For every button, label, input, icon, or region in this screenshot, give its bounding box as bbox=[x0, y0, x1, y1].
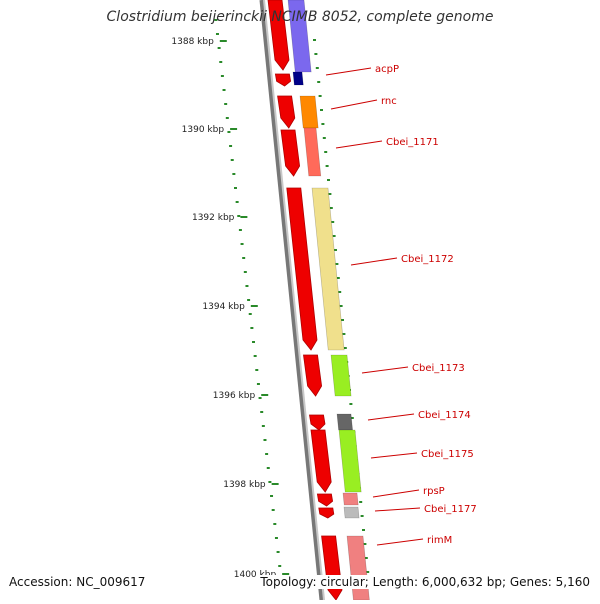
gene-bar-acpP bbox=[292, 71, 304, 86]
gene-bar-rimM bbox=[346, 535, 370, 601]
genome-backbone-highlight bbox=[263, 0, 325, 601]
cds-arrow bbox=[280, 129, 301, 177]
gene-leader-line bbox=[376, 538, 424, 546]
genome-summary: Topology: circular; Length: 6,000,632 bp… bbox=[260, 575, 590, 589]
cds-arrow bbox=[286, 187, 318, 351]
gene-label: Cbei_1175 bbox=[421, 449, 474, 460]
gene-bar-Cbei_1175 bbox=[338, 429, 362, 493]
scale-label: 1392 kbp bbox=[192, 213, 235, 223]
accession-label: Accession: NC_009617 bbox=[9, 575, 146, 589]
gene-label: Cbei_1173 bbox=[412, 363, 465, 374]
gene-bar-Cbei_1174 bbox=[336, 413, 353, 431]
gene-bar-rnc bbox=[299, 95, 319, 129]
gene-leader-line bbox=[350, 257, 398, 266]
gene-label: Cbei_1177 bbox=[424, 504, 477, 515]
map-title: Clostridium beijerinckii NCIMB 8052, com… bbox=[106, 9, 494, 25]
gene-label: rpsP bbox=[423, 486, 445, 497]
gene-bar-Cbei_1177 bbox=[343, 506, 360, 519]
genome-backbone bbox=[259, 0, 325, 601]
gene-bar bbox=[287, 0, 312, 73]
gene-label: rimM bbox=[427, 535, 452, 546]
gene-label: Cbei_1174 bbox=[418, 410, 471, 421]
gene-leader-line bbox=[372, 489, 420, 498]
cds-arrow bbox=[316, 493, 334, 507]
cds-arrow bbox=[277, 95, 296, 129]
scale-label: 1396 kbp bbox=[213, 391, 256, 401]
cds-arrow bbox=[321, 535, 343, 601]
gene-leader-line bbox=[335, 140, 383, 149]
gene-leader-line bbox=[361, 366, 409, 374]
scale-label: 1394 kbp bbox=[202, 302, 245, 312]
scale-label: 1400 kbp bbox=[234, 570, 277, 580]
gene-leader-line bbox=[367, 413, 415, 421]
gene-bar-Cbei_1171 bbox=[303, 127, 322, 177]
gene-leader-line bbox=[374, 507, 421, 512]
cds-arrow bbox=[267, 0, 290, 71]
scale-label: 1398 kbp bbox=[223, 480, 266, 490]
gene-label: acpP bbox=[375, 64, 399, 75]
gene-leader-line bbox=[330, 99, 378, 110]
gene-label: rnc bbox=[381, 96, 397, 107]
cds-arrow bbox=[274, 73, 292, 87]
gene-bar-rpsP bbox=[342, 492, 359, 506]
cds-arrow bbox=[303, 354, 323, 397]
gene-label: Cbei_1171 bbox=[386, 137, 439, 148]
cds-arrow bbox=[310, 429, 332, 493]
cds-arrow bbox=[318, 507, 335, 519]
gene-label: Cbei_1172 bbox=[401, 254, 454, 265]
scale-label: 1388 kbp bbox=[171, 37, 214, 47]
gene-bar-Cbei_1172 bbox=[311, 187, 345, 351]
gene-leader-line bbox=[325, 67, 372, 76]
cds-arrow bbox=[309, 414, 326, 431]
scale-label: 1390 kbp bbox=[182, 125, 225, 135]
gene-bar-Cbei_1173 bbox=[330, 354, 352, 397]
gene-leader-line bbox=[370, 452, 418, 459]
